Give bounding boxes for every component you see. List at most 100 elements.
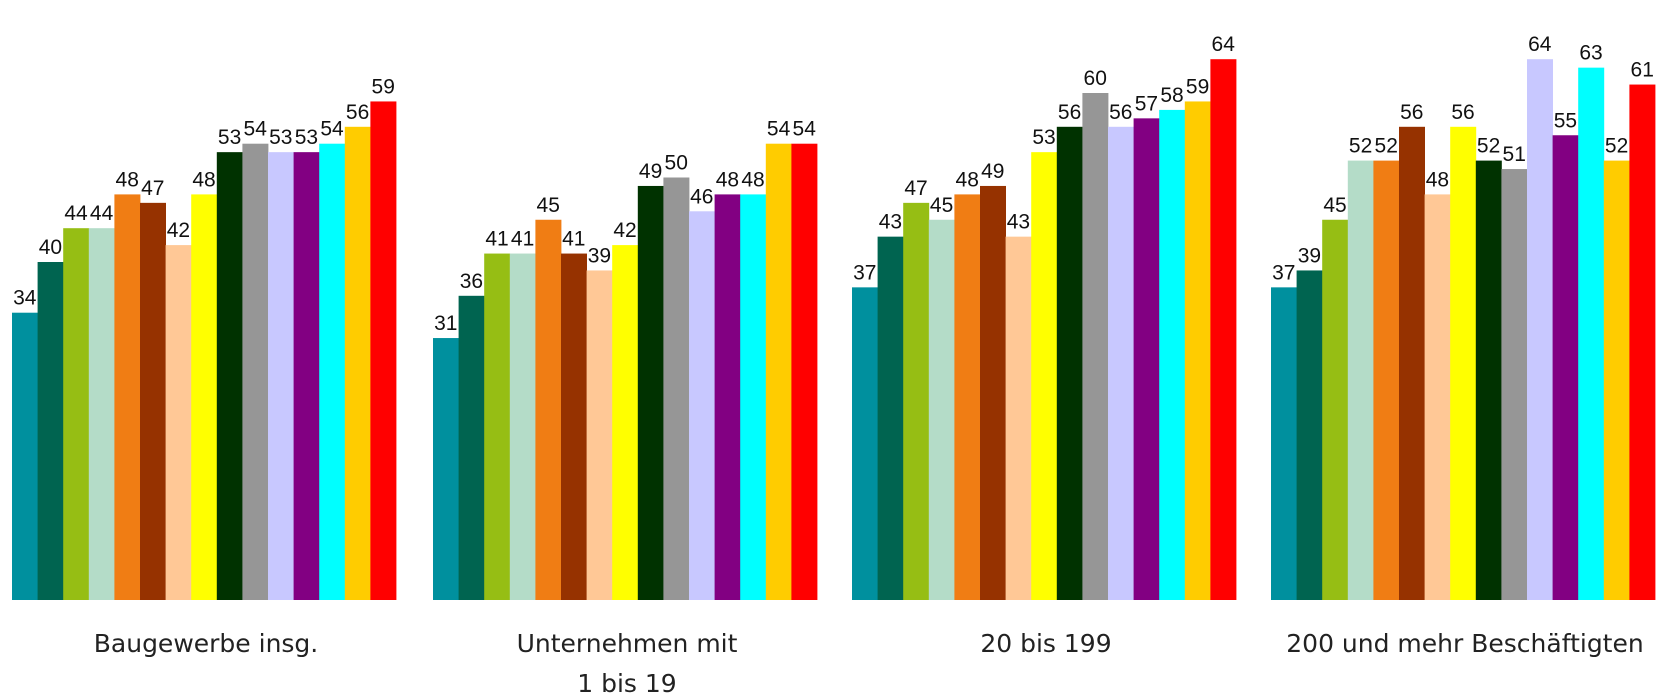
bar-group-2-series-7 xyxy=(1031,152,1058,600)
bar-group-2-series-8 xyxy=(1056,126,1083,601)
bar-group-1-series-0 xyxy=(433,338,459,600)
category-label-3: 200 und mehr Beschäftigten xyxy=(1286,629,1643,658)
bar-group-1-series-2 xyxy=(484,253,511,601)
data-label-group-2-series-6: 43 xyxy=(1007,211,1030,234)
bar-group-0-series-0 xyxy=(12,312,38,600)
bar-group-2-series-4 xyxy=(954,194,981,600)
bar-group-3-series-9 xyxy=(1501,169,1528,601)
bar-group-3-series-11 xyxy=(1552,135,1579,600)
data-label-group-3-series-1: 39 xyxy=(1298,244,1321,267)
bar-group-0-series-3 xyxy=(88,228,115,600)
bar-group-1-series-10 xyxy=(689,211,715,601)
data-label-group-0-series-9: 54 xyxy=(244,118,268,141)
data-label-group-2-series-11: 57 xyxy=(1135,92,1158,115)
data-label-group-0-series-14: 59 xyxy=(372,75,395,98)
bar-group-3-series-13 xyxy=(1603,160,1630,600)
data-label-group-1-series-4: 45 xyxy=(537,194,560,217)
data-label-group-0-series-8: 53 xyxy=(218,126,241,149)
data-label-group-0-series-7: 48 xyxy=(192,168,215,191)
bar-group-3-series-10 xyxy=(1527,59,1553,600)
bar-group-3-series-1 xyxy=(1296,270,1323,600)
bar-group-2-series-13 xyxy=(1184,101,1211,600)
data-label-group-1-series-7: 42 xyxy=(613,219,636,242)
bar-group-1-series-14 xyxy=(791,143,818,600)
data-label-group-2-series-5: 49 xyxy=(981,160,1004,183)
bar-group-2-series-9 xyxy=(1082,93,1109,600)
bar-group-2-series-6 xyxy=(1005,236,1032,600)
bar-group-1-series-5 xyxy=(561,253,587,601)
data-label-group-0-series-4: 48 xyxy=(116,168,139,191)
data-label-group-3-series-2: 45 xyxy=(1323,194,1346,217)
data-label-group-0-series-0: 34 xyxy=(13,287,37,310)
bar-group-3-series-0 xyxy=(1271,287,1297,600)
bar-group-0-series-10 xyxy=(268,152,294,600)
data-label-group-2-series-10: 56 xyxy=(1109,101,1132,124)
data-label-group-3-series-12: 63 xyxy=(1579,42,1602,65)
data-label-group-0-series-6: 42 xyxy=(167,219,190,242)
bar-group-3-series-5 xyxy=(1399,126,1425,601)
bar-group-3-series-6 xyxy=(1424,194,1451,600)
bar-group-3-series-2 xyxy=(1322,219,1349,600)
data-label-group-1-series-0: 31 xyxy=(434,312,457,335)
data-label-group-3-series-14: 61 xyxy=(1631,59,1654,82)
data-label-group-3-series-11: 55 xyxy=(1554,109,1577,132)
data-label-group-0-series-10: 53 xyxy=(269,126,292,149)
data-label-group-1-series-3: 41 xyxy=(511,228,534,251)
bar-group-0-series-2 xyxy=(63,228,90,600)
category-label-1-line-1: 1 bis 19 xyxy=(577,669,676,695)
bar-group-1-series-8 xyxy=(637,185,664,600)
bar-group-3-series-14 xyxy=(1629,84,1656,601)
bar-group-0-series-8 xyxy=(216,152,243,600)
bar-group-2-series-3 xyxy=(928,219,955,600)
data-label-group-3-series-4: 52 xyxy=(1375,135,1398,158)
data-label-group-1-series-8: 49 xyxy=(639,160,662,183)
bar-group-0-series-5 xyxy=(140,202,166,600)
data-label-group-3-series-0: 37 xyxy=(1272,261,1295,284)
data-label-group-2-series-9: 60 xyxy=(1084,67,1107,90)
bar-group-1-series-3 xyxy=(509,253,536,601)
bar-group-0-series-13 xyxy=(344,126,371,601)
category-label-1: Unternehmen mit xyxy=(517,629,738,658)
bar-group-1-series-12 xyxy=(740,194,767,600)
bar-group-3-series-12 xyxy=(1578,67,1605,600)
data-label-group-1-series-13: 54 xyxy=(767,118,791,141)
bar-group-1-series-7 xyxy=(612,245,639,600)
data-label-group-3-series-10: 64 xyxy=(1528,33,1552,56)
bar-group-2-series-10 xyxy=(1108,126,1134,601)
data-label-group-1-series-2: 41 xyxy=(485,228,508,251)
data-label-group-2-series-8: 56 xyxy=(1058,101,1081,124)
bar-group-2-series-1 xyxy=(877,236,904,600)
bar-group-3-series-3 xyxy=(1347,160,1374,600)
data-label-group-3-series-5: 56 xyxy=(1400,101,1423,124)
data-label-group-1-series-1: 36 xyxy=(460,270,483,293)
bar-group-1-series-11 xyxy=(714,194,741,600)
data-label-group-1-series-14: 54 xyxy=(793,118,817,141)
data-label-group-0-series-12: 54 xyxy=(320,118,344,141)
bar-group-0-series-6 xyxy=(165,245,192,600)
bar-group-3-series-7 xyxy=(1450,126,1477,601)
data-label-group-2-series-14: 64 xyxy=(1212,33,1236,56)
data-label-group-2-series-1: 43 xyxy=(879,211,902,234)
data-label-group-3-series-8: 52 xyxy=(1477,135,1500,158)
data-label-group-3-series-13: 52 xyxy=(1605,135,1628,158)
data-label-group-0-series-2: 44 xyxy=(64,202,88,225)
bar-group-0-series-9 xyxy=(242,143,269,600)
data-label-group-0-series-5: 47 xyxy=(141,177,164,200)
bar-group-2-series-11 xyxy=(1133,118,1160,600)
bar-group-2-series-12 xyxy=(1159,109,1186,601)
data-label-group-1-series-5: 41 xyxy=(562,228,585,251)
bar-group-1-series-13 xyxy=(765,143,792,600)
data-label-group-0-series-13: 56 xyxy=(346,101,369,124)
bar-group-1-series-6 xyxy=(586,270,613,600)
data-label-group-1-series-6: 39 xyxy=(588,244,611,267)
category-labels-layer: Baugewerbe insg. Unternehmen mit 1 bis 19 2… xyxy=(94,629,1644,695)
data-label-group-1-series-12: 48 xyxy=(741,168,764,191)
data-label-group-2-series-0: 37 xyxy=(853,261,876,284)
data-label-group-2-series-7: 53 xyxy=(1032,126,1055,149)
bar-group-2-series-14 xyxy=(1210,59,1237,600)
data-label-group-1-series-10: 46 xyxy=(690,185,713,208)
data-label-group-3-series-6: 48 xyxy=(1426,168,1449,191)
bar-group-3-series-8 xyxy=(1475,160,1502,600)
